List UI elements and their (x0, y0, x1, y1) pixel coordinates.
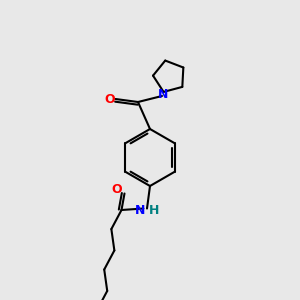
Text: N: N (135, 203, 146, 217)
Text: H: H (149, 203, 160, 217)
Text: N: N (158, 88, 169, 101)
Text: O: O (112, 183, 122, 196)
Text: O: O (105, 92, 116, 106)
